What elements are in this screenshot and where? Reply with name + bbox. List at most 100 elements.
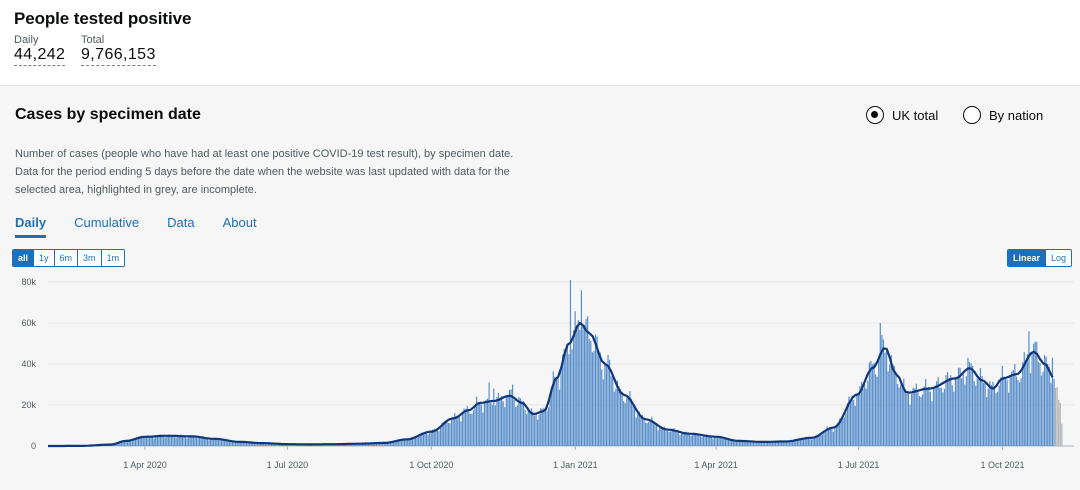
bar [504,407,506,446]
bar [976,378,978,446]
bar [792,440,794,446]
bar [494,405,496,446]
bar [141,437,143,446]
bar [361,444,363,446]
bar [181,435,183,446]
bar [668,431,670,446]
bar [413,438,415,446]
bar [480,404,482,446]
bar [136,437,138,446]
metric-total-value[interactable]: 9,766,153 [81,46,156,66]
bar [1050,382,1052,446]
radio-uk-total[interactable]: UK total [866,105,938,125]
radio-checked-icon[interactable] [866,106,884,124]
bar [854,405,856,446]
range-1y-button[interactable]: 1y [34,250,55,266]
bar [876,376,878,446]
bar [189,435,191,446]
bar [161,436,163,446]
bar [474,404,476,446]
bar [1045,356,1047,446]
bar [463,408,465,446]
bar [731,440,733,446]
bar [375,443,378,446]
bar [430,431,432,446]
bar [266,442,268,446]
bar [718,436,720,446]
tab-cumulative[interactable]: Cumulative [74,215,140,230]
bar [1033,343,1035,446]
radio-by-nation[interactable]: By nation [963,105,1043,125]
bar [862,389,864,446]
bar [785,441,788,446]
bar [712,438,714,446]
bar [270,443,273,446]
bar [407,439,409,446]
bar [402,439,404,446]
bar [1003,376,1005,446]
bar [117,442,119,446]
bar [779,441,781,446]
radio-unchecked-icon[interactable] [963,106,981,124]
bar [416,437,418,446]
bar [125,439,127,446]
bar [806,437,808,446]
bar [752,441,755,446]
bar [704,435,706,446]
bar [713,437,716,446]
bar [139,437,141,446]
bar [660,426,662,446]
bar [626,397,628,446]
bar [439,428,442,446]
bar [610,376,612,446]
range-3m-button[interactable]: 3m [78,250,102,266]
bar [598,350,600,446]
tab-about[interactable]: About [222,215,257,230]
range-1m-button[interactable]: 1m [106,253,120,263]
cases-chart[interactable]: 0 20k 40k 60k 80k 1 Apr 2020 1 Jul 2020 1 Oct … [0,271,1080,490]
bar [615,388,617,446]
bar [180,434,182,446]
scale-log-button[interactable]: Log [1051,253,1067,263]
bar [369,443,371,446]
bar [928,386,930,446]
tab-data[interactable]: Data [167,215,195,230]
bar [635,417,637,446]
tab-daily[interactable]: Daily [15,215,47,238]
bar [776,442,778,446]
bar [670,431,672,446]
range-all-button[interactable]: all [13,250,35,266]
chart-average-line [48,321,1054,448]
bar [950,375,952,446]
bar [1015,376,1018,446]
bar [203,437,205,446]
bar [573,330,575,446]
bar [158,434,160,446]
bar [878,358,880,446]
bar [646,423,648,446]
bar [978,379,980,446]
metric-daily-value[interactable]: 44,242 [14,46,66,66]
bar [782,440,784,446]
bar [882,339,885,446]
bar [749,440,752,446]
bar [418,436,420,446]
bar [490,402,492,446]
bar [946,372,949,446]
bar [382,443,384,446]
bar [224,438,226,446]
range-6m-button[interactable]: 6m [55,250,79,266]
bar [543,407,545,446]
bar [940,387,942,446]
bar [358,443,360,446]
bar [727,438,730,446]
bar [213,438,215,446]
bar [388,442,390,446]
bar [732,440,734,446]
bar [906,393,908,446]
bar [472,410,475,446]
bar [393,442,395,446]
radio-by-nation-label: By nation [989,107,1044,123]
scale-linear-button[interactable]: Linear [1008,250,1047,266]
bar [377,442,379,446]
